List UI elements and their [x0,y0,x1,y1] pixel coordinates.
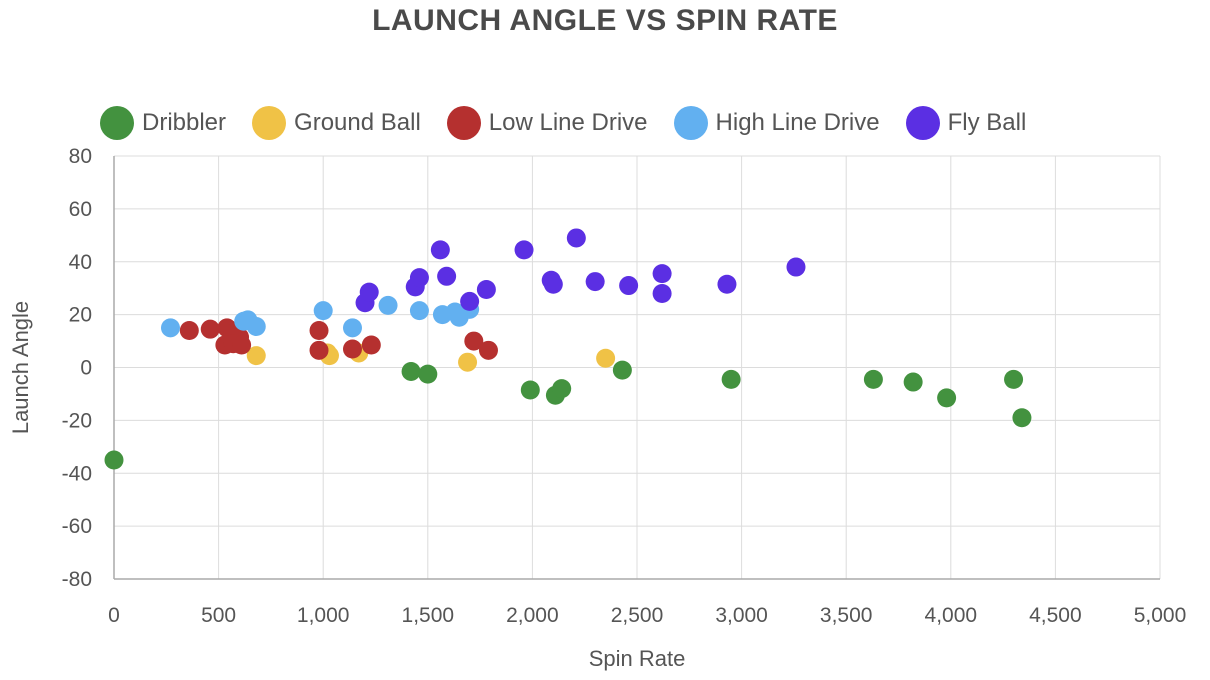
point-fly-ball [543,274,563,294]
chart-title: LAUNCH ANGLE VS SPIN RATE [372,4,838,37]
y-tick-label: -80 [62,568,92,591]
y-axis-label: Launch Angle [8,301,33,434]
point-fly-ball [430,240,450,260]
legend-item-low-line-drive[interactable]: Low Line Drive [446,106,648,140]
point-dribbler [863,369,883,389]
legend-item-fly-ball[interactable]: Fly Ball [905,106,1027,140]
x-tick-label: 500 [201,604,236,627]
point-dribbler [903,372,923,392]
point-ground-ball [596,348,616,368]
point-fly-ball [585,272,605,292]
point-low-line-drive [361,335,381,355]
point-ground-ball [246,346,266,366]
x-tick-label: 2,000 [506,604,559,627]
legend-label: Dribbler [142,109,227,136]
x-tick-label: 0 [108,604,120,627]
point-fly-ball [460,291,480,311]
point-fly-ball [652,264,672,284]
point-fly-ball [409,268,429,288]
point-low-line-drive [342,339,362,359]
x-tick-label: 2,500 [611,604,664,627]
point-low-line-drive [309,320,329,340]
legend-swatch [252,106,287,140]
point-fly-ball [566,228,586,248]
point-low-line-drive [309,340,329,360]
point-dribbler [104,450,124,470]
point-low-line-drive [478,340,498,360]
legend-item-ground-ball[interactable]: Ground Ball [252,106,421,140]
point-high-line-drive [160,318,180,338]
point-fly-ball [717,274,737,294]
point-dribbler [937,388,957,408]
x-tick-label: 5,000 [1134,604,1187,627]
x-tick-label: 4,000 [925,604,978,627]
y-tick-label: -40 [62,462,92,485]
x-tick-label: 3,500 [820,604,873,627]
y-tick-label: 80 [69,145,92,168]
point-high-line-drive [342,318,362,338]
y-tick-label: 60 [69,198,92,221]
y-tick-label: -60 [62,515,92,538]
point-dribbler [552,379,572,399]
point-fly-ball [476,280,496,300]
point-dribbler [401,361,421,381]
point-low-line-drive [464,331,484,351]
legend-item-high-line-drive[interactable]: High Line Drive [673,106,880,140]
y-tick-label: -20 [62,409,92,432]
point-fly-ball [514,240,534,260]
legend-label: Fly Ball [947,109,1027,136]
point-dribbler [1012,408,1032,428]
point-fly-ball [359,282,379,302]
point-low-line-drive [232,335,252,355]
legend-swatch [446,106,481,140]
y-tick-label: 20 [69,304,92,327]
point-fly-ball [652,283,672,303]
point-low-line-drive [200,319,220,339]
point-ground-ball [458,352,478,372]
legend-swatch [100,106,134,140]
point-fly-ball [437,266,457,286]
legend-label: Ground Ball [294,109,421,136]
point-dribbler [520,380,540,400]
point-low-line-drive [179,320,199,340]
point-dribbler [1004,369,1024,389]
chart-legend: Dribbler Ground Ball Low Line Drive High Li… [100,106,1052,140]
point-dribbler [721,369,741,389]
x-tick-label: 1,000 [297,604,350,627]
point-dribbler [612,360,632,380]
legend-swatch [673,106,708,140]
x-axis-label: Spin Rate [589,646,686,671]
legend-item-dribbler[interactable]: Dribbler [100,106,226,140]
x-tick-label: 1,500 [402,604,455,627]
point-high-line-drive [246,317,266,337]
point-high-line-drive [313,301,333,321]
point-high-line-drive [409,301,429,321]
x-tick-label: 3,000 [715,604,768,627]
legend-label: Low Line Drive [488,109,648,136]
x-tick-label: 4,500 [1029,604,1082,627]
point-high-line-drive [378,295,398,315]
point-fly-ball [786,257,806,277]
legend-label: High Line Drive [715,109,880,136]
point-fly-ball [619,276,639,296]
point-dribbler [418,364,438,384]
y-tick-label: 0 [80,357,92,380]
y-tick-label: 40 [69,251,92,274]
legend-swatch [905,106,940,140]
